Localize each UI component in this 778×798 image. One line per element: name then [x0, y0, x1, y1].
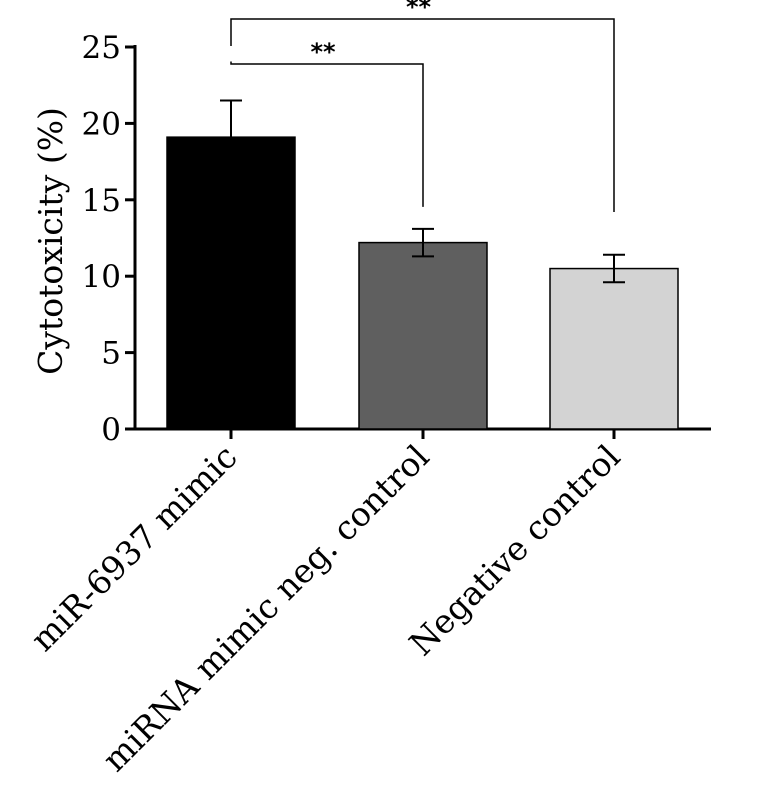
y-tick-label: 5	[101, 336, 121, 372]
y-tick-label: 15	[82, 183, 121, 219]
y-axis-title: Cytotoxicity (%)	[31, 107, 70, 375]
y-tick-label: 0	[101, 412, 121, 448]
significance-label: **	[406, 0, 432, 21]
significance-bracket: **	[230, 38, 424, 207]
error-bar	[603, 253, 625, 284]
y-tick-label: 20	[82, 106, 121, 142]
significance-bracket: **	[230, 0, 615, 212]
significance-brackets: ** **	[230, 0, 615, 212]
x-category-label: miR-6937 mimic	[23, 437, 245, 659]
error-bar	[220, 99, 242, 175]
y-tick-label: 25	[82, 30, 121, 66]
y-tick-label: 10	[82, 259, 121, 295]
bars	[166, 136, 679, 430]
error-bars	[220, 99, 625, 284]
x-category-label: miRNA mimic neg. control	[95, 437, 437, 779]
bar	[358, 241, 488, 430]
error-bar	[412, 227, 434, 258]
x-category-label: Negative control	[402, 437, 628, 663]
bar	[549, 267, 679, 430]
significance-label: **	[310, 38, 336, 66]
y-axis: 0 5 10 15 20 25	[82, 30, 137, 448]
bar	[166, 136, 296, 430]
